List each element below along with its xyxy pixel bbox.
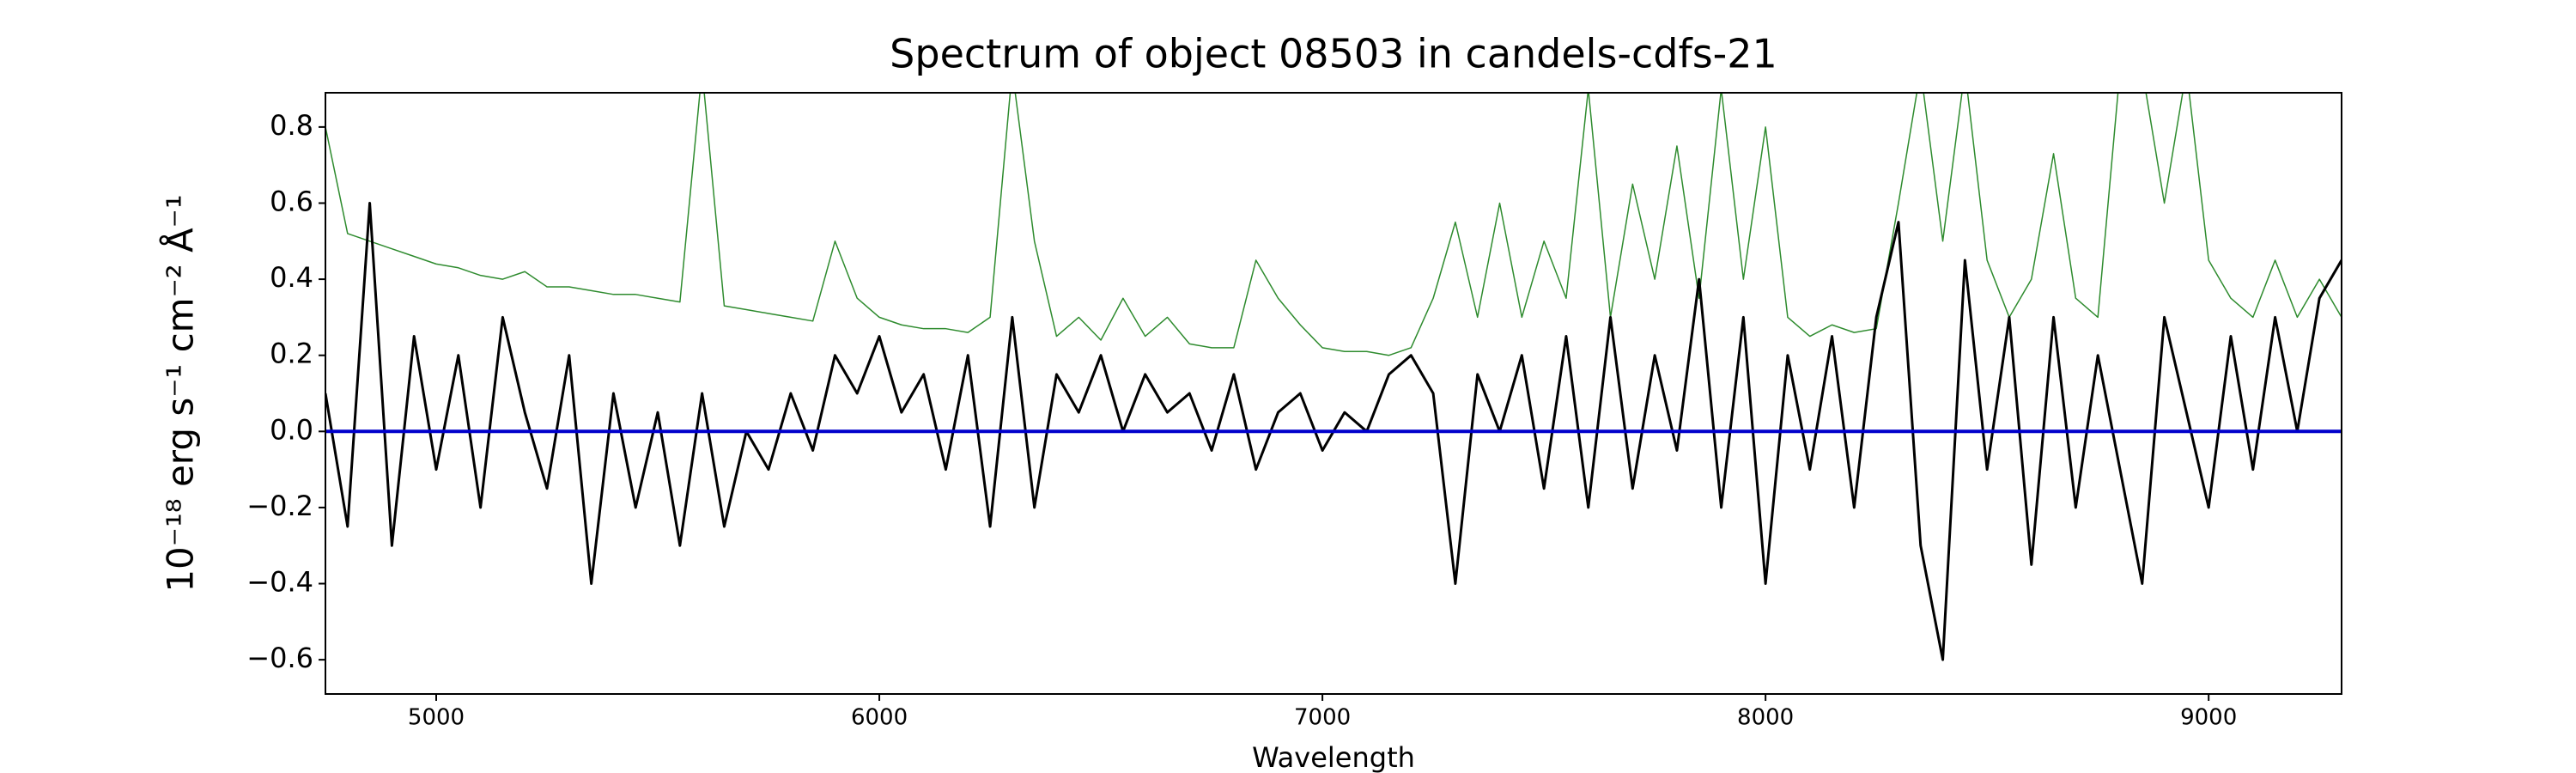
y-tick-label: 0.2 [270, 338, 313, 370]
y-tick-label: 0.4 [270, 261, 313, 294]
x-tick-label: 7000 [1294, 705, 1351, 731]
x-axis-label: Wavelength [1252, 741, 1415, 773]
x-tick-label: 6000 [851, 705, 908, 731]
plot-area [325, 93, 2342, 661]
y-tick-label: −0.6 [246, 642, 313, 674]
y-tick-label: 0.6 [270, 185, 313, 217]
plot-frame [325, 92, 2342, 695]
spectrum-line [325, 93, 2342, 356]
x-tick-label: 9000 [2180, 705, 2237, 731]
y-tick-label: 0.8 [270, 109, 313, 142]
y-tick-label: −0.4 [246, 566, 313, 599]
x-tick-label: 8000 [1737, 705, 1794, 731]
x-tick-label: 5000 [408, 705, 465, 731]
y-tick-label: 0.0 [270, 413, 313, 446]
chart-title: Spectrum of object 08503 in candels-cdfs… [890, 31, 1777, 77]
y-axis-label: 10⁻¹⁸ erg s⁻¹ cm⁻² Å⁻¹ [159, 194, 202, 592]
y-tick-label: −0.2 [246, 490, 313, 522]
